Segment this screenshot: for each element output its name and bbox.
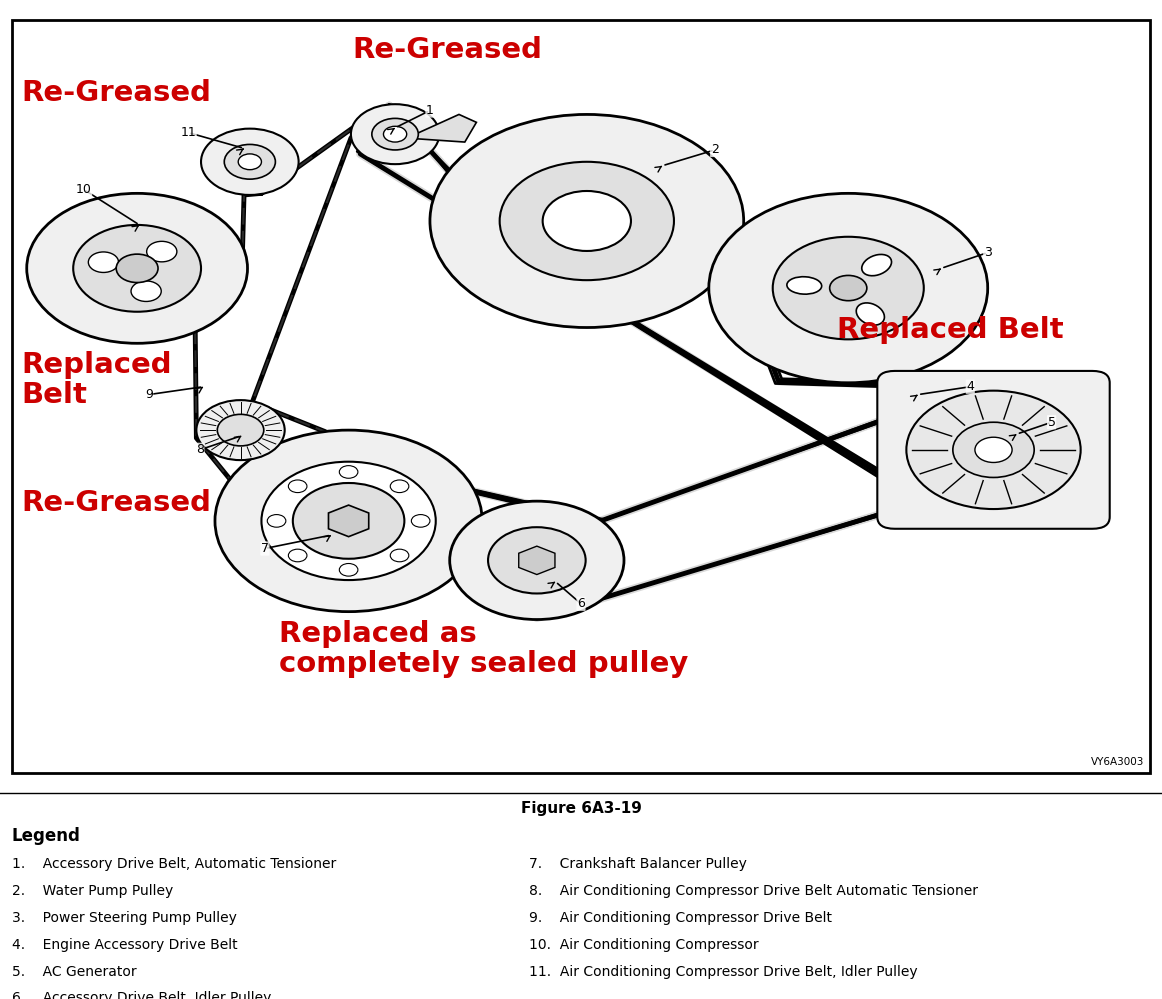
Circle shape xyxy=(116,254,158,283)
Circle shape xyxy=(267,514,286,527)
Text: 7.    Crankshaft Balancer Pulley: 7. Crankshaft Balancer Pulley xyxy=(529,857,747,871)
Text: 1.    Accessory Drive Belt, Automatic Tensioner: 1. Accessory Drive Belt, Automatic Tensi… xyxy=(12,857,336,871)
Ellipse shape xyxy=(856,303,884,325)
Text: 6.    Accessory Drive Belt, Idler Pulley: 6. Accessory Drive Belt, Idler Pulley xyxy=(12,991,271,999)
Circle shape xyxy=(73,225,201,312)
Circle shape xyxy=(906,391,1081,509)
Circle shape xyxy=(215,431,482,611)
Text: 9.    Air Conditioning Compressor Drive Belt: 9. Air Conditioning Compressor Drive Bel… xyxy=(529,911,832,925)
Text: 3.    Power Steering Pump Pulley: 3. Power Steering Pump Pulley xyxy=(12,911,237,925)
Polygon shape xyxy=(329,505,368,536)
Circle shape xyxy=(953,423,1034,478)
Text: 4.    Engine Accessory Drive Belt: 4. Engine Accessory Drive Belt xyxy=(12,938,237,952)
Text: 3: 3 xyxy=(984,246,991,259)
Circle shape xyxy=(201,129,299,195)
Circle shape xyxy=(709,194,988,383)
Circle shape xyxy=(261,462,436,580)
Circle shape xyxy=(224,145,275,179)
Text: 6: 6 xyxy=(578,597,584,610)
Text: Replaced Belt: Replaced Belt xyxy=(837,316,1063,344)
Circle shape xyxy=(238,154,261,170)
Circle shape xyxy=(488,527,586,593)
Circle shape xyxy=(411,514,430,527)
Circle shape xyxy=(146,242,177,262)
Circle shape xyxy=(500,162,674,280)
Circle shape xyxy=(217,415,264,446)
Text: Replaced
Belt: Replaced Belt xyxy=(21,352,172,410)
Text: 9: 9 xyxy=(145,388,152,402)
Text: 11: 11 xyxy=(180,126,196,139)
Circle shape xyxy=(339,466,358,479)
Text: Re-Greased: Re-Greased xyxy=(21,490,211,517)
Text: VY6A3003: VY6A3003 xyxy=(1091,757,1145,767)
Text: 4: 4 xyxy=(967,381,974,394)
Text: Figure 6A3-19: Figure 6A3-19 xyxy=(521,801,641,816)
Text: 10: 10 xyxy=(76,183,92,196)
Text: 11.  Air Conditioning Compressor Drive Belt, Idler Pulley: 11. Air Conditioning Compressor Drive Be… xyxy=(529,965,917,979)
Text: 8.    Air Conditioning Compressor Drive Belt Automatic Tensioner: 8. Air Conditioning Compressor Drive Bel… xyxy=(529,884,977,898)
Polygon shape xyxy=(518,546,555,574)
Text: Legend: Legend xyxy=(12,827,80,845)
Text: 2.    Water Pump Pulley: 2. Water Pump Pulley xyxy=(12,884,173,898)
Circle shape xyxy=(196,401,285,461)
Text: 5: 5 xyxy=(1048,416,1055,429)
Circle shape xyxy=(830,276,867,301)
Circle shape xyxy=(390,549,409,561)
Text: 1: 1 xyxy=(426,104,433,117)
Text: 7: 7 xyxy=(261,542,268,555)
Text: 2: 2 xyxy=(711,144,718,157)
Circle shape xyxy=(773,237,924,340)
Text: 10.  Air Conditioning Compressor: 10. Air Conditioning Compressor xyxy=(529,938,759,952)
Circle shape xyxy=(88,252,119,273)
Circle shape xyxy=(975,438,1012,463)
Text: Re-Greased: Re-Greased xyxy=(21,79,211,107)
FancyBboxPatch shape xyxy=(877,371,1110,528)
Polygon shape xyxy=(407,115,476,142)
Circle shape xyxy=(288,549,307,561)
Circle shape xyxy=(131,281,162,302)
Text: Re-Greased: Re-Greased xyxy=(352,36,543,64)
Text: 8: 8 xyxy=(196,444,203,457)
Circle shape xyxy=(390,480,409,493)
Circle shape xyxy=(383,126,407,142)
Circle shape xyxy=(288,480,307,493)
Text: Replaced as
completely sealed pulley: Replaced as completely sealed pulley xyxy=(279,619,688,677)
Circle shape xyxy=(450,501,624,619)
Circle shape xyxy=(543,191,631,251)
Text: 5.    AC Generator: 5. AC Generator xyxy=(12,965,136,979)
Circle shape xyxy=(372,118,418,150)
Circle shape xyxy=(351,104,439,164)
Circle shape xyxy=(27,194,248,344)
Ellipse shape xyxy=(787,277,822,294)
Circle shape xyxy=(430,115,744,328)
Ellipse shape xyxy=(862,255,891,276)
Circle shape xyxy=(293,483,404,558)
Circle shape xyxy=(339,563,358,576)
